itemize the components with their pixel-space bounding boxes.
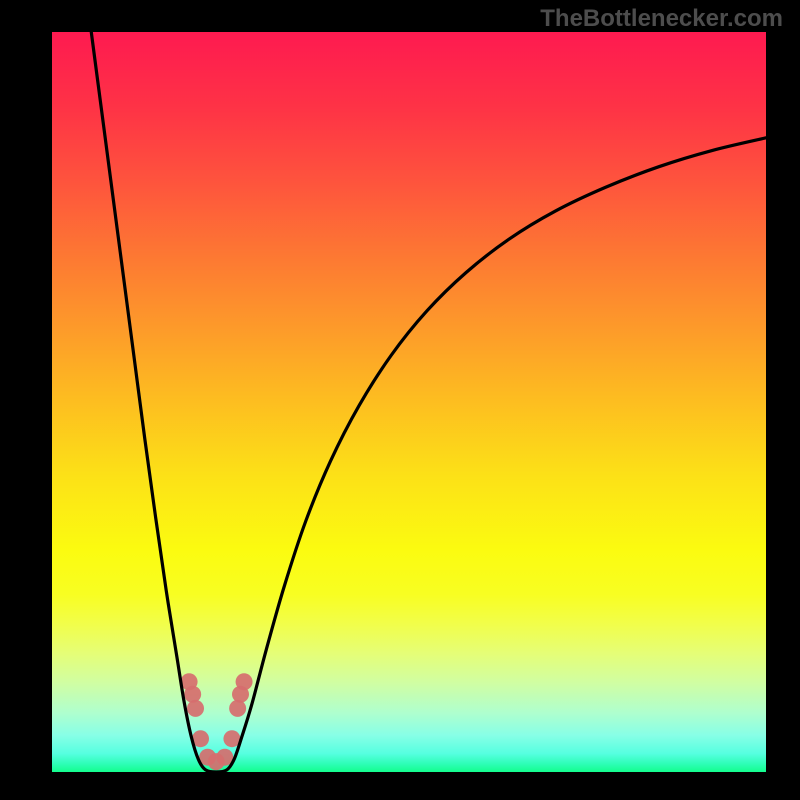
marker-dot xyxy=(236,673,253,690)
watermark-text: TheBottlenecker.com xyxy=(540,5,783,33)
plot-area xyxy=(52,32,766,772)
marker-dot xyxy=(184,686,201,703)
marker-dot xyxy=(187,700,204,717)
bottleneck-curve xyxy=(91,32,766,772)
canvas-root: TheBottlenecker.com xyxy=(0,0,800,800)
marker-dot xyxy=(229,700,246,717)
marker-group xyxy=(181,673,253,770)
curve-layer xyxy=(52,32,766,772)
